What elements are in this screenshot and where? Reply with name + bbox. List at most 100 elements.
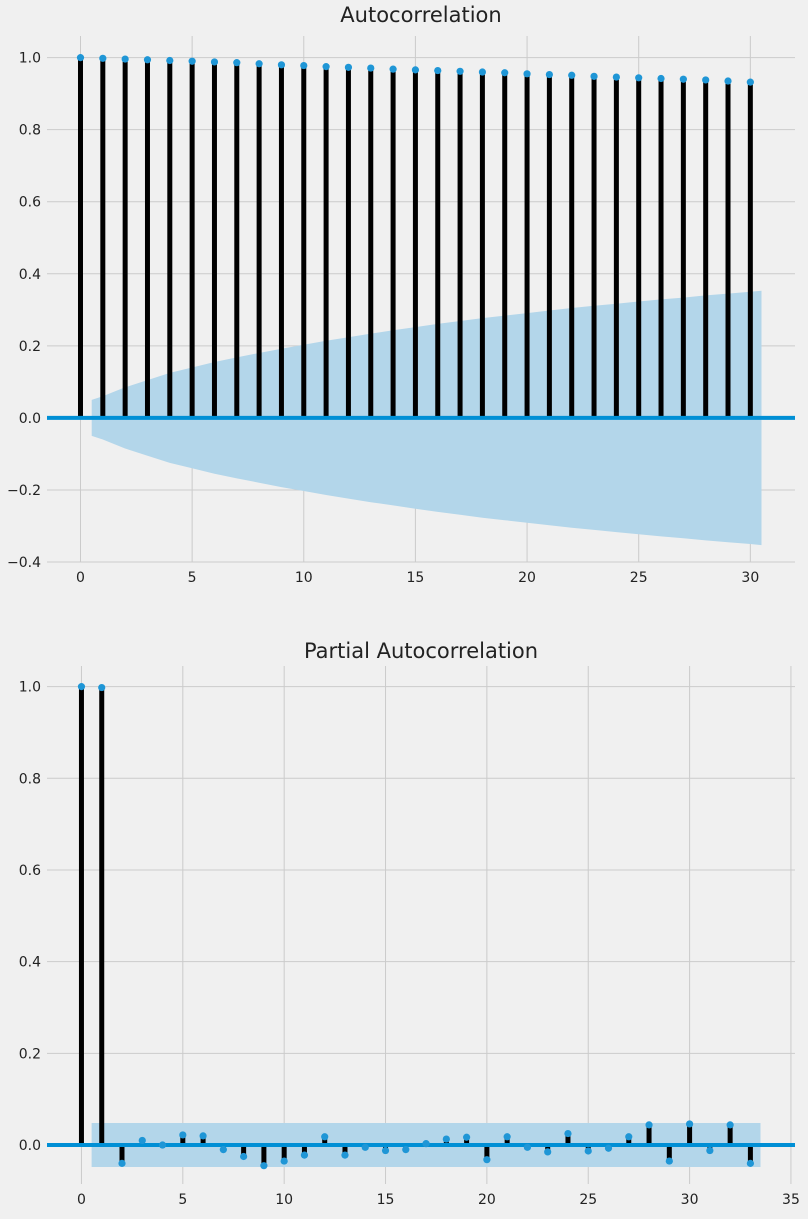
acf-stems [47,54,795,420]
stem-marker [188,57,196,65]
stem-marker [523,70,531,78]
stem-marker [277,61,286,69]
x-tick-label: 0 [76,570,85,586]
pacf-panel: 0 5 10 15 20 25 30 35 0.0 0.2 0.4 0.6 0.8 1.0 Partial… [19,639,800,1208]
stem-marker [657,74,665,83]
y-tick-label: 0.6 [19,195,41,211]
stem-marker [77,683,86,691]
stem-marker [300,1151,309,1159]
y-tick-label: −0.4 [7,555,41,571]
x-tick-label: 30 [741,570,759,586]
stem-marker [361,1143,369,1151]
stem-marker [300,61,308,70]
stem-marker [523,1143,532,1151]
acf-title: Autocorrelation [340,3,501,27]
stem-marker [402,1146,410,1154]
stem-marker [240,1152,248,1161]
x-tick-label: 5 [188,570,197,586]
pacf-stems [47,683,795,1170]
stem-marker [422,1140,430,1148]
stem-marker [166,56,174,65]
acf-panel: 0 5 10 15 20 25 30 −0.4 −0.2 0.0 0.2 0.4 0.6 0.8 1.0 A… [7,3,795,586]
stem-marker [179,1131,187,1139]
x-tick-label: 10 [275,1192,293,1208]
stem-marker [746,78,754,86]
y-tick-label: 0.8 [19,123,41,139]
stem-marker [98,683,106,692]
stem-marker [280,1157,288,1165]
y-tick-label: 0.8 [19,771,41,787]
stem-marker [199,1132,207,1140]
stem-marker [635,74,643,82]
pacf-tick-labels: 0 5 10 15 20 25 30 35 0.0 0.2 0.4 0.6 0.8 1.0 [19,680,800,1208]
y-tick-label: 0.0 [19,1138,41,1154]
y-tick-label: 0.0 [19,411,41,427]
x-tick-label: 10 [295,570,313,586]
stem-marker [545,70,553,79]
stem-marker [584,1147,592,1155]
stem-marker [726,1121,734,1129]
x-tick-label: 25 [579,1192,597,1208]
stem-marker [219,1146,227,1154]
stem-marker [568,71,576,79]
stem-marker [564,1129,572,1138]
stem-marker [344,63,353,71]
stem-marker [158,1141,167,1149]
stem-marker [367,64,375,72]
y-tick-label: 0.4 [19,955,41,971]
stem-marker [604,1144,613,1152]
stem-marker [501,69,509,77]
stem-marker [121,55,129,63]
stem-marker [746,1159,755,1167]
stem-marker [463,1133,471,1141]
stem-marker [434,66,442,75]
stem-marker [483,1156,491,1164]
stem-marker [255,60,263,68]
stem-marker [233,59,241,67]
stem-marker [322,63,330,71]
x-tick-label: 0 [77,1192,86,1208]
stem-marker [411,66,420,74]
stem-marker [665,1157,673,1165]
stem-marker [118,1159,126,1167]
stem-marker [456,67,464,75]
stem-marker [381,1146,390,1155]
stem-marker [685,1120,694,1128]
stem-marker [702,76,710,84]
stem-marker [442,1135,450,1143]
x-tick-label: 25 [630,570,648,586]
stem-marker [321,1133,329,1141]
x-tick-label: 20 [478,1192,496,1208]
stem-marker [503,1133,511,1141]
y-tick-label: 0.4 [19,267,41,283]
y-tick-label: 1.0 [19,680,41,696]
stem-marker [590,72,598,80]
stem-marker [260,1162,268,1170]
x-tick-label: 5 [178,1192,187,1208]
y-tick-label: 1.0 [19,51,41,67]
stem-marker [76,54,85,62]
y-tick-label: 0.6 [19,863,41,879]
y-tick-label: 0.2 [19,1046,41,1062]
stem-marker [341,1151,349,1159]
y-tick-label: −0.2 [7,483,41,499]
stem-marker [645,1121,653,1129]
stem-marker [478,68,487,76]
stem-marker [625,1133,633,1141]
acf-tick-labels: 0 5 10 15 20 25 30 −0.4 −0.2 0.0 0.2 0.4 0.6 0.8 1.0 [7,51,759,586]
x-tick-label: 35 [782,1192,800,1208]
x-tick-label: 30 [681,1192,699,1208]
stem-marker [706,1146,714,1155]
stem-marker [612,73,620,81]
stem-marker [724,77,732,85]
stem-marker [679,75,687,83]
stem-marker [210,58,219,66]
x-tick-label: 20 [518,570,536,586]
y-tick-label: 0.2 [19,339,41,355]
pacf-grid [47,666,795,1184]
pacf-title: Partial Autocorrelation [304,639,538,663]
x-tick-label: 15 [377,1192,395,1208]
x-tick-label: 15 [407,570,425,586]
stem-marker [143,56,152,64]
